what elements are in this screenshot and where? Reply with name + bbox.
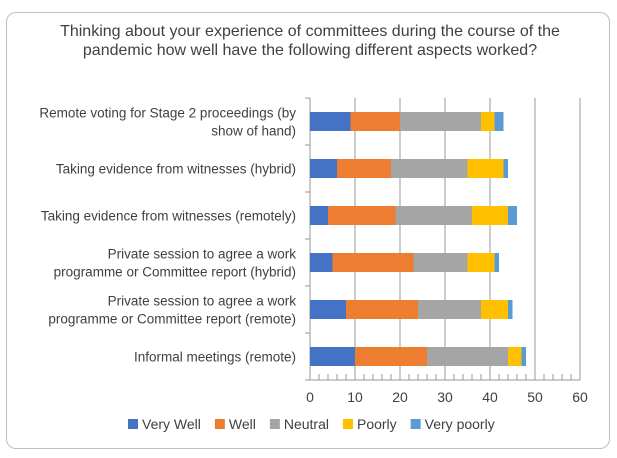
category-label-line: show of hand) <box>211 124 296 139</box>
bar-poorly <box>481 300 508 319</box>
category-label: Remote voting for Stage 2 proceedings (b… <box>39 106 296 139</box>
category-label-line: Private session to agree a work <box>108 247 297 262</box>
bar-very-poorly <box>521 347 526 366</box>
bar-poorly <box>481 112 495 131</box>
chart-frame <box>6 12 610 449</box>
bar-very-well <box>310 206 328 225</box>
bar-well <box>337 159 391 178</box>
bar-neutral <box>427 347 508 366</box>
bar-very-well <box>310 300 346 319</box>
bar-poorly <box>508 347 522 366</box>
x-tick-label: 60 <box>572 389 588 405</box>
bar-neutral <box>395 206 472 225</box>
legend-swatch <box>342 419 353 429</box>
bar-very-poorly <box>508 206 517 225</box>
bar-very-poorly <box>494 253 499 272</box>
legend-label: Very poorly <box>425 416 495 432</box>
bar-neutral <box>391 159 468 178</box>
legend-swatch <box>269 419 280 429</box>
legend-label: Neutral <box>284 416 329 432</box>
bar-neutral <box>418 300 481 319</box>
bar-very-poorly <box>503 159 508 178</box>
x-tick-label: 40 <box>482 389 498 405</box>
category-label-line: Taking evidence from witnesses (remotely… <box>41 209 296 224</box>
bar-poorly <box>467 253 495 272</box>
category-label-line: Informal meetings (remote) <box>134 350 296 365</box>
category-label: Taking evidence from witnesses (hybrid) <box>56 162 296 177</box>
category-label-line: programme or Committee report (remote) <box>48 312 296 327</box>
bar-very-well <box>310 347 355 366</box>
legend-swatch <box>128 419 138 429</box>
bar-poorly <box>467 159 504 178</box>
bar-well <box>355 347 427 366</box>
chart-title: Thinking about your experience of commit… <box>60 23 560 59</box>
bar-well <box>350 112 400 131</box>
x-tick-label: 10 <box>347 389 363 405</box>
bar-well <box>332 253 414 272</box>
legend-label: Poorly <box>357 416 397 432</box>
legend-swatch <box>410 419 421 429</box>
category-label: Taking evidence from witnesses (remotely… <box>41 209 296 224</box>
category-label-line: programme or Committee report (hybrid) <box>54 265 296 280</box>
bar-very-poorly <box>508 300 513 319</box>
bar-neutral <box>413 253 468 272</box>
x-tick-label: 20 <box>392 389 408 405</box>
category-label: Informal meetings (remote) <box>134 350 296 365</box>
category-label-line: Taking evidence from witnesses (hybrid) <box>56 162 296 177</box>
bar-well <box>328 206 396 225</box>
bar-well <box>346 300 418 319</box>
bar-very-poorly <box>494 112 504 131</box>
legend-label: Very Well <box>142 416 201 432</box>
category-label: Private session to agree a work programme… <box>48 294 296 327</box>
bar-very-well <box>310 112 351 131</box>
x-tick-label: 30 <box>437 389 453 405</box>
bar-very-well <box>310 253 333 272</box>
category-label-line: Private session to agree a work <box>108 294 297 309</box>
bar-poorly <box>472 206 508 225</box>
category-label-line: Remote voting for Stage 2 proceedings (b… <box>39 106 296 121</box>
x-tick-label: 50 <box>527 389 543 405</box>
bar-very-well <box>310 159 337 178</box>
x-tick-label: 0 <box>306 389 314 405</box>
category-label: Private session to agree a work programme… <box>54 247 297 280</box>
bar-neutral <box>400 112 481 131</box>
legend-label: Well <box>229 416 256 432</box>
legend-swatch <box>214 419 225 429</box>
